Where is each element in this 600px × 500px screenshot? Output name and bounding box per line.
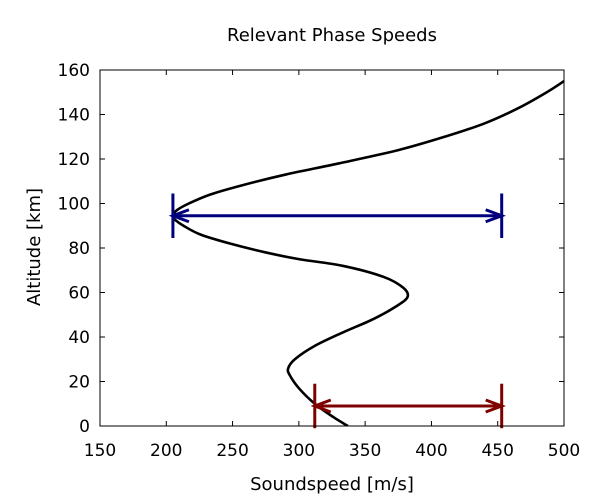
soundspeed-curve-0 [171,80,564,426]
x-tick-label: 300 [283,441,315,461]
x-axis-label: Soundspeed [m/s] [250,474,414,495]
arrow-head-right [485,398,506,414]
y-tick-label: 120 [58,150,90,170]
y-tick-label: 40 [68,328,90,348]
tick-layer: 150 200 250 300 350 400 450 500 0 20 40 60 80 100 120 1… [58,61,581,461]
y-tick-label: 100 [58,195,90,215]
arrow-head-left [168,208,190,224]
y-tick-label: 80 [68,239,90,259]
x-tick-label: 400 [415,441,447,461]
y-tick-label: 0 [79,417,90,437]
x-tick-label: 250 [216,441,248,461]
arrow-head-left [310,398,332,414]
phase-speed-range-0 [168,193,506,238]
chart-title: Relevant Phase Speeds [227,25,437,46]
y-tick-label: 160 [58,61,90,81]
phase-speed-range-1 [310,383,506,429]
x-tick-label: 500 [548,441,580,461]
plot-layer [168,80,564,429]
x-tick-label: 200 [150,441,182,461]
y-tick-label: 20 [68,373,90,393]
x-tick-label: 350 [349,441,381,461]
plot-frame [99,69,565,427]
x-tick-label: 150 [84,441,116,461]
x-tick-label: 450 [481,441,513,461]
y-axis-label: Altitude [km] [24,188,45,306]
y-tick-label: 140 [58,106,90,126]
arrow-head-right [485,208,506,224]
y-tick-label: 60 [68,284,90,304]
